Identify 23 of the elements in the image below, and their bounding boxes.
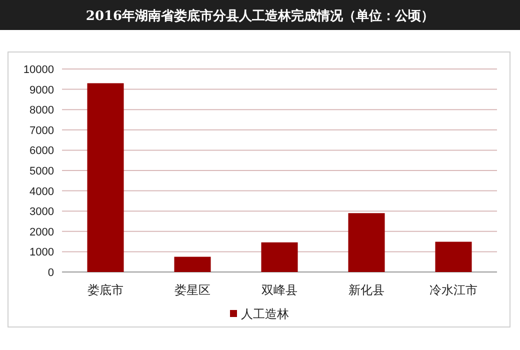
bar: [348, 213, 385, 272]
y-tick-label: 4000: [30, 186, 54, 198]
x-tick-label: 冷水江市: [430, 283, 478, 297]
chart-title: 2016年湖南省娄底市分县人工造林完成情况（单位：公顷）: [86, 8, 434, 24]
y-tick-label: 9000: [30, 84, 54, 96]
bar: [174, 256, 211, 272]
bar: [87, 83, 124, 272]
x-tick-label: 新化县: [348, 283, 384, 297]
y-tick-label: 6000: [30, 145, 54, 158]
y-tick-label: 5000: [30, 166, 54, 178]
y-tick-label: 3000: [30, 206, 54, 218]
x-tick-label: 娄星区: [174, 283, 210, 297]
y-tick-label: 1000: [30, 246, 54, 259]
bar: [435, 242, 472, 272]
y-tick-label: 8000: [30, 104, 54, 117]
y-tick-label: 10000: [23, 64, 54, 76]
y-tick-label: 0: [48, 267, 54, 279]
legend-label: 人工造林: [241, 307, 289, 321]
bar: [261, 242, 298, 272]
y-tick-label: 7000: [30, 124, 54, 137]
x-tick-label: 双峰县: [262, 283, 298, 297]
x-tick-label: 娄底市: [88, 283, 124, 297]
y-tick-label: 2000: [30, 226, 54, 238]
